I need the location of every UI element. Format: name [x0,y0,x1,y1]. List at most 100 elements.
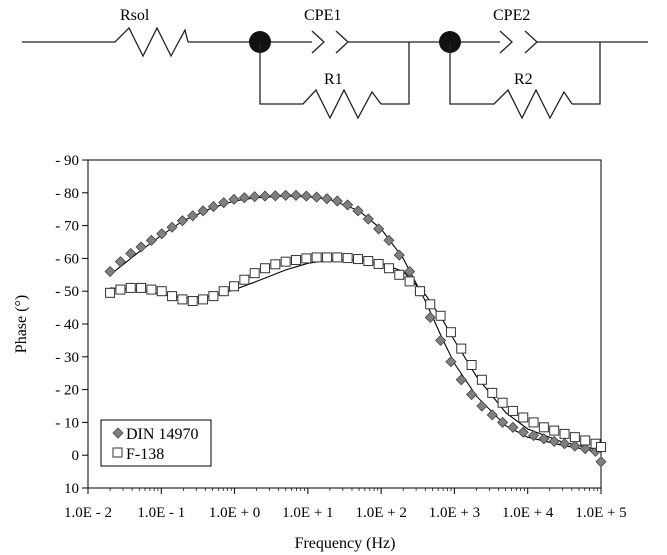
f-138-point [239,274,250,285]
f-138-point [466,360,477,370]
resistor-rsol [100,26,189,58]
circuit-wire [259,41,410,105]
din-14970-point [455,374,467,386]
y-tick-label: - 80 [55,186,79,202]
din-14970-point [238,192,250,204]
din-14970-point [595,456,607,468]
din-14970-point [321,193,333,205]
din-14970-point [424,311,436,324]
din-14970-point [558,438,571,450]
f-138-point [497,397,508,408]
f-138-point [373,258,384,269]
f-138-point [559,428,570,439]
f-138-point [425,299,436,310]
f-138-point [105,287,116,298]
y-tick-label: - 50 [55,284,79,300]
y-tick-label: 10 [64,481,79,497]
cpe1-symbol-right [335,30,349,54]
din-14970-point [548,435,560,447]
f-138-point [456,343,467,354]
f-138-point [218,286,229,297]
y-tick-label: - 60 [55,251,79,267]
label-rsol: Rsol [120,7,150,24]
din-14970-point [476,400,488,412]
din-14970-point [352,205,364,217]
y-axis-label: Phase (°) [13,295,30,353]
f-138-point [518,412,529,423]
x-tick-label: 1.0E + 5 [575,505,626,521]
cpe1-symbol-left [311,30,325,54]
circuit-wire [449,41,648,105]
din-14970-point [527,429,540,442]
din-14970-point [290,189,302,201]
f-138-point [249,268,260,279]
f-138-point [404,276,415,287]
f-138-point [596,442,606,452]
f-138-point [291,255,302,266]
f-138-point [352,254,363,265]
din-14970-point [342,199,354,211]
y-tick-label: - 30 [55,350,79,366]
legend-square-marker [112,447,123,458]
din-14970-point [228,193,240,205]
f-138-point [125,282,136,293]
y-axis-ticks: - 90 - 80 - 70 - 60 - 50 - 40 - 30 - 20 - 10 0 10 [55,153,88,497]
y-tick-label: - 70 [55,219,79,235]
f-138-point [414,286,425,297]
din-14970-point [280,189,292,201]
x-tick-label: 1.0E - 2 [64,505,112,521]
din-14970-point [507,421,519,433]
y-tick-label: - 10 [55,415,79,431]
resistor-r1 [290,88,382,120]
din-14970-point [259,190,271,202]
din-14970-point [176,215,188,227]
f-138-point [259,263,270,274]
din-14970-point [207,201,219,213]
x-tick-label: 1.0E + 3 [429,505,480,521]
f-138-point [311,252,322,263]
din-14970-point [311,191,323,203]
f-138-point [270,259,281,270]
f-138-point [208,291,219,302]
label-r1: R1 [324,71,343,88]
legend-label-din-14970: DIN 14970 [126,426,198,443]
din-14970-point [249,191,261,203]
din-14970-point [373,223,385,235]
f-138-point [187,296,198,307]
f-138-point [445,327,456,338]
din-14970-point [187,210,199,222]
din-14970-point [517,426,529,438]
f-138-point [229,281,240,292]
y-tick-label: - 20 [55,383,79,399]
din-14970-point [497,416,509,428]
legend-label-f-138: F-138 [126,446,164,463]
y-tick-label: - 40 [55,317,79,333]
legend: DIN 14970 F-138 [100,419,212,467]
f-138-point [476,374,487,385]
din-14970-point [197,205,209,217]
din-14970-point [135,241,147,253]
f-138-point [549,425,560,436]
f-138-point [435,310,446,321]
f-138-point [146,284,157,295]
din-14970-point [362,213,374,225]
data-markers [104,189,607,468]
label-r2: R2 [514,71,533,88]
din-14970-point [166,221,178,233]
f-138-point [167,291,178,302]
f-138-point [363,256,374,267]
f-138-point [383,263,394,274]
x-tick-label: 1.0E - 1 [137,505,185,521]
f-138-point [332,252,343,263]
din-14970-point [218,197,230,209]
din-14970-point [269,190,281,202]
x-tick-label: 1.0E + 2 [355,505,406,521]
resistor-r2 [480,88,573,120]
x-tick-label: 1.0E + 4 [502,505,554,521]
legend-box [100,419,212,467]
f-138-point [156,286,167,297]
din-14970-point [300,190,312,202]
legend-diamond-marker [112,427,124,439]
f-138-point [280,256,291,267]
